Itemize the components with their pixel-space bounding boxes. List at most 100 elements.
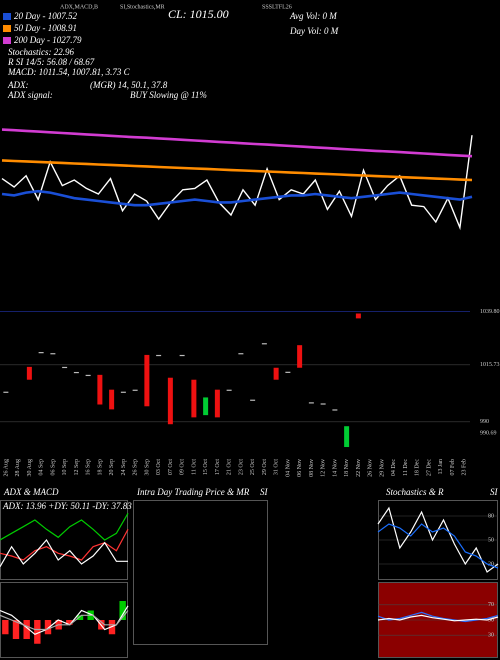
panel-title: ADX & MACD <box>3 487 59 497</box>
candle-body <box>132 389 138 391</box>
x-tick-label: 20 Sep <box>109 459 115 476</box>
x-tick-label: 11 Oct <box>191 459 197 475</box>
x-tick-label: 18 Dec <box>415 459 421 476</box>
header-tag: ADX,MACD,B <box>60 4 98 10</box>
x-tick-label: 28 Aug <box>15 459 21 477</box>
candle-body <box>38 352 44 354</box>
panel-title: Intra Day Trading Price & MR <box>136 487 250 497</box>
x-tick-label: 29 Oct <box>262 459 268 475</box>
histogram-bar <box>44 620 52 635</box>
series-line <box>0 512 129 541</box>
candle-body <box>344 426 350 448</box>
y-tick-label: 80 <box>488 513 494 519</box>
x-tick-label: 09 Oct <box>180 459 186 475</box>
candle-body <box>3 391 9 393</box>
candle-body <box>73 371 79 374</box>
y-tick-label: 50 <box>488 537 494 543</box>
x-tick-label: 06 Sep <box>50 459 56 476</box>
x-tick-label: 18 Sep <box>97 459 103 476</box>
y-tick-label: 30 <box>488 633 494 639</box>
legend-swatch <box>3 37 11 44</box>
adx-label: ADX: <box>7 80 29 90</box>
histogram-bar <box>2 620 9 635</box>
candle-body <box>144 354 150 407</box>
candle-body <box>85 374 91 377</box>
x-tick-label: 30 Aug <box>27 459 33 477</box>
close-price: CL: 1015.00 <box>168 7 229 21</box>
candle-body <box>261 343 267 345</box>
x-tick-label: 25 Oct <box>250 459 256 475</box>
candle-body <box>120 391 126 393</box>
x-tick-label: 26 Sep <box>133 459 139 476</box>
candle-body <box>50 353 56 355</box>
legend-label: 50 Day - 1008.91 <box>14 23 77 33</box>
candle-body <box>355 313 361 319</box>
annotation: 990.69 <box>480 430 497 436</box>
x-tick-label: 14 Nov <box>332 459 338 477</box>
histogram-bar <box>66 620 73 625</box>
signal-value: BUY Slowing @ 11% <box>130 90 207 100</box>
series-line <box>1 159 473 182</box>
candle-body <box>203 397 209 416</box>
y-tick-label: 1015.73 <box>480 362 500 368</box>
panel-title: Stochastics & R <box>386 487 444 497</box>
x-tick-label: 04 Sep <box>39 459 45 476</box>
adx-value: (MGR) 14, 50.1, 37.8 <box>90 80 168 90</box>
legend-label: 200 Day - 1027.79 <box>14 35 82 45</box>
legend-swatch <box>3 13 11 20</box>
candle-body <box>62 366 68 369</box>
x-tick-label: 23 Oct <box>238 459 244 475</box>
candle-body <box>285 371 291 373</box>
x-tick-label: 26 Nov <box>368 459 374 477</box>
y-tick-label: 1039.80 <box>480 309 500 315</box>
x-tick-label: 04 Dec <box>391 459 397 476</box>
legend-swatch <box>3 25 11 32</box>
x-tick-label: 12 Sep <box>74 459 80 476</box>
x-tick-label: 08 Nov <box>309 459 315 477</box>
avg-volume: Avg Vol: 0 M <box>289 11 337 21</box>
x-tick-label: 07 Oct <box>168 459 174 475</box>
series-line <box>1 189 473 207</box>
histogram-bar <box>119 601 126 620</box>
histogram-bar <box>23 620 30 639</box>
candle-body <box>167 377 173 425</box>
panel-subtitle: ADX: 13.96 +DY: 50.11 -DY: 37.83 <box>2 501 132 511</box>
x-tick-label: 26 Aug <box>3 459 9 477</box>
candle-body <box>226 389 232 391</box>
candle-body <box>156 354 162 357</box>
panel-border <box>133 500 268 645</box>
x-tick-label: 13 Jan <box>438 459 444 475</box>
candle-body <box>273 367 279 380</box>
signal-label: ADX signal: <box>7 90 53 100</box>
x-tick-label: 07 Feb <box>450 459 456 476</box>
x-tick-label: 12 Nov <box>321 459 327 477</box>
x-tick-label: 10 Sep <box>62 459 68 476</box>
histogram-bar <box>76 615 84 620</box>
series-line <box>1 128 473 158</box>
candle-body <box>238 353 244 355</box>
y-tick-label: 20 <box>488 561 494 567</box>
series-line <box>1 135 473 231</box>
header-tag: SSSLTFL26 <box>262 4 292 10</box>
candle-body <box>109 389 115 410</box>
x-tick-label: 03 Oct <box>156 459 162 475</box>
series-line <box>0 610 129 631</box>
y-tick-label: 50 <box>488 617 494 623</box>
x-tick-label: 16 Sep <box>86 459 92 476</box>
x-tick-label: 04 Nov <box>285 459 291 477</box>
panel-subtitle: SI <box>260 487 269 497</box>
series-line <box>0 605 129 635</box>
y-tick-label: 990 <box>480 419 489 425</box>
x-tick-label: 27 Dec <box>426 459 432 476</box>
x-tick-label: 17 Oct <box>215 459 221 475</box>
stat-line: Stochastics: 22.96 <box>8 47 74 57</box>
candle-body <box>26 366 32 380</box>
x-tick-label: 29 Nov <box>379 459 385 477</box>
x-tick-label: 15 Oct <box>203 459 209 475</box>
candle-body <box>214 389 220 418</box>
panel-border <box>0 582 128 658</box>
candle-body <box>320 403 326 405</box>
stat-line: R SI 14/5: 56.08 / 68.67 <box>7 57 95 67</box>
legend-label: 20 Day - 1007.52 <box>14 11 77 21</box>
